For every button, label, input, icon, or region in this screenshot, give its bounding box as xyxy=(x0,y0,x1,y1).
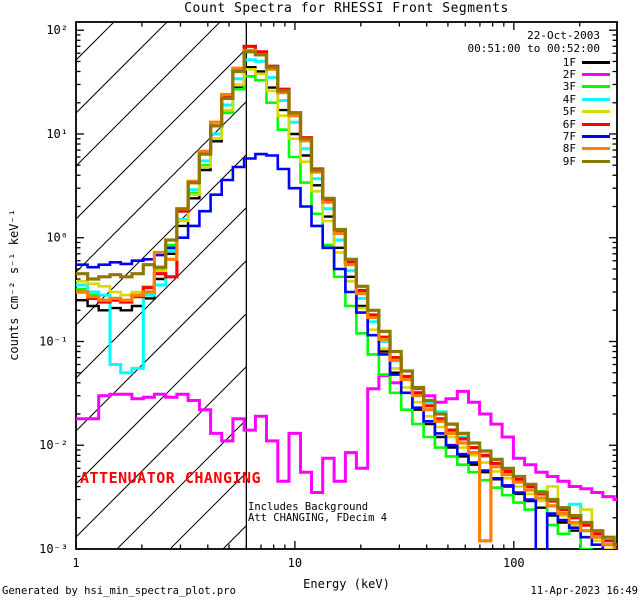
legend-label: 6F xyxy=(562,117,576,131)
legend-swatch xyxy=(582,159,610,163)
footer-timestamp: 11-Apr-2023 16:49 xyxy=(530,585,638,597)
includes-background-note: Includes Background xyxy=(248,501,369,513)
legend-item-1f: 1F xyxy=(510,56,610,68)
axis-tick-labels: 1 10 100 10² 10¹ 10⁰ 10⁻¹ 10⁻² 10⁻³ xyxy=(39,23,525,570)
background-note: Includes Background Att CHANGING, FDecim… xyxy=(248,502,387,524)
svg-text:10⁻¹: 10⁻¹ xyxy=(39,334,68,348)
y-axis-label: counts cm⁻² s⁻¹ keV⁻¹ xyxy=(7,209,21,361)
legend-item-4f: 4F xyxy=(510,93,610,105)
legend-swatch xyxy=(582,110,610,114)
legend-item-5f: 5F xyxy=(510,106,610,118)
attenuator-changing-label: ATTENUATOR CHANGING xyxy=(80,469,262,487)
legend-swatch xyxy=(582,97,610,101)
legend-item-2f: 2F xyxy=(510,68,610,80)
att-changing-fdecim-note: Att CHANGING, FDecim 4 xyxy=(248,512,388,524)
legend-label: 1F xyxy=(562,55,576,69)
curve-7f xyxy=(76,152,605,549)
svg-text:100: 100 xyxy=(503,556,525,570)
obs-time-range: 00:51:00 to 00:52:00 xyxy=(467,42,600,55)
svg-text:1: 1 xyxy=(72,556,79,570)
curve-9f xyxy=(76,50,617,547)
svg-text:10¹: 10¹ xyxy=(46,127,68,141)
legend-label: 3F xyxy=(562,80,576,94)
legend-item-8f: 8F xyxy=(510,143,610,155)
svg-text:10⁻³: 10⁻³ xyxy=(39,542,68,556)
curve-8f xyxy=(76,48,616,549)
legend-label: 9F xyxy=(562,154,576,168)
legend-swatch xyxy=(582,73,610,77)
svg-text:10²: 10² xyxy=(46,23,68,37)
legend-item-7f: 7F xyxy=(510,130,610,142)
curve-2f xyxy=(76,374,617,501)
legend-swatch xyxy=(582,85,610,89)
observation-info: 22-Oct-2003 00:51:00 to 00:52:00 xyxy=(468,29,600,55)
legend-label: 7F xyxy=(562,130,576,144)
legend-swatch xyxy=(582,147,610,151)
footer-script-name: Generated by hsi_min_spectra_plot.pro xyxy=(2,585,236,597)
legend-swatch xyxy=(582,60,610,64)
chart-title: Count Spectra for RHESSI Front Segments xyxy=(184,1,509,16)
obs-date: 22-Oct-2003 xyxy=(527,29,600,42)
legend-label: 5F xyxy=(562,105,576,119)
curve-1f xyxy=(76,66,604,549)
curve-6f xyxy=(76,44,617,549)
curve-3f xyxy=(76,75,594,549)
svg-text:10⁻²: 10⁻² xyxy=(39,438,68,452)
legend-item-6f: 6F xyxy=(510,118,610,130)
legend-item-3f: 3F xyxy=(510,81,610,93)
x-axis-label: Energy (keV) xyxy=(303,577,390,591)
legend-label: 4F xyxy=(562,92,576,106)
legend-swatch xyxy=(582,122,610,126)
legend-swatch xyxy=(582,135,610,139)
legend-label: 2F xyxy=(562,68,576,82)
attenuator-hatch-region xyxy=(76,22,247,549)
legend: 1F 2F 3F 4F 5F 6F 7F 8F 9F xyxy=(510,56,610,168)
legend-label: 8F xyxy=(562,142,576,156)
svg-text:10⁰: 10⁰ xyxy=(46,231,68,245)
svg-text:10: 10 xyxy=(288,556,302,570)
legend-item-9f: 9F xyxy=(510,155,610,167)
spectra-curves xyxy=(76,44,617,549)
